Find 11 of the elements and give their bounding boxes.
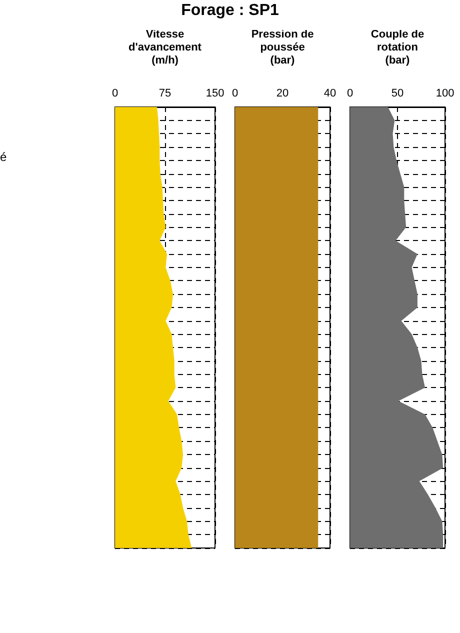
x-tick-label: 20: [276, 88, 289, 100]
x-tick-label: 150: [206, 88, 224, 100]
x-tick-label: 100: [436, 88, 454, 100]
text: é: [0, 150, 7, 164]
x-tick-label: 0: [232, 88, 238, 100]
x-tick-label: 75: [158, 88, 172, 100]
x-tick-label: 0: [346, 88, 354, 100]
chart-title: Forage : SP1: [180, 2, 280, 20]
x-tick-label: 0: [112, 88, 118, 100]
x-tick-label: 50: [391, 88, 404, 100]
x-tick-label: 40: [324, 88, 336, 100]
